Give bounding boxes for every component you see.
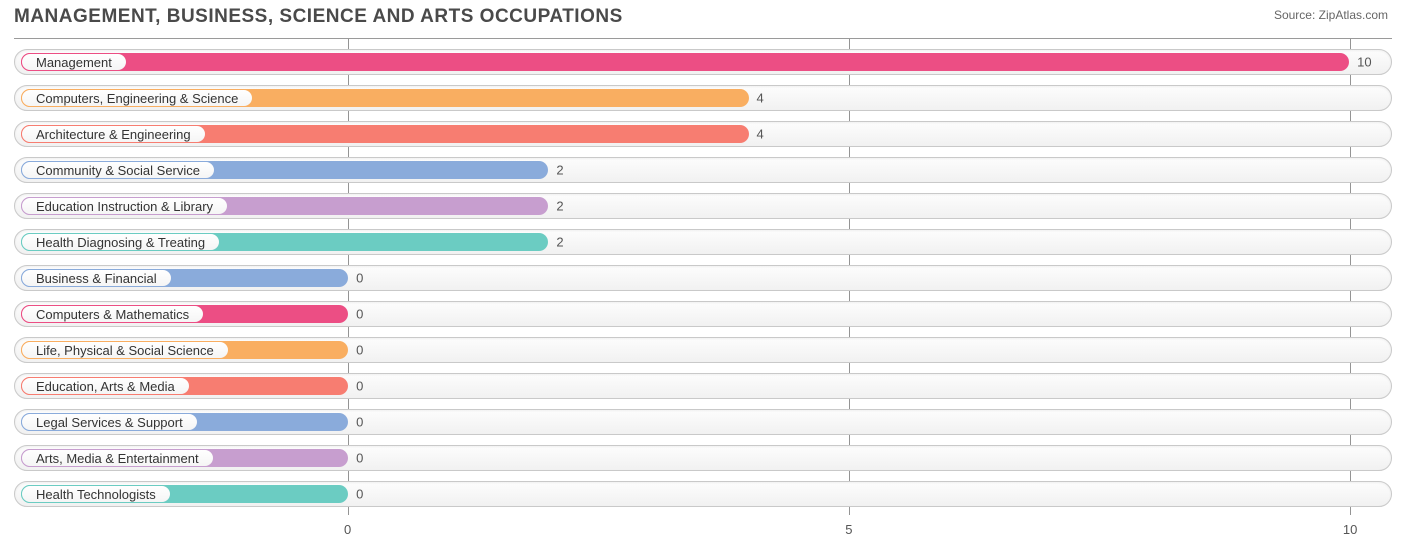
x-tick-label: 5 [845,522,852,537]
value-label: 0 [356,487,363,502]
bar-track: Legal Services & Support 0 [14,409,1392,435]
value-label: 0 [356,307,363,322]
bar-track: Computers, Engineering & Science 4 [14,85,1392,111]
x-tick-label: 0 [344,522,351,537]
bar-track: Management 10 [14,49,1392,75]
value-label: 0 [356,451,363,466]
category-label: Arts, Media & Entertainment [21,449,214,467]
value-label: 0 [356,271,363,286]
value-label: 0 [356,343,363,358]
value-label: 2 [556,199,563,214]
bar-track: Life, Physical & Social Science 0 [14,337,1392,363]
bar-track: Health Diagnosing & Treating 2 [14,229,1392,255]
category-label: Health Technologists [21,485,171,503]
plot-region: Management 10 Computers, Engineering & Sci… [14,39,1392,515]
category-label: Education Instruction & Library [21,197,228,215]
bar-fill [21,53,1349,71]
bar-track: Education Instruction & Library 2 [14,193,1392,219]
bar-track: Architecture & Engineering 4 [14,121,1392,147]
category-label: Legal Services & Support [21,413,198,431]
category-label: Management [21,53,127,71]
chart-header: MANAGEMENT, BUSINESS, SCIENCE AND ARTS O… [0,0,1406,32]
value-label: 2 [556,235,563,250]
value-label: 2 [556,163,563,178]
value-label: 4 [757,127,764,142]
value-label: 0 [356,379,363,394]
category-label: Community & Social Service [21,161,215,179]
bar-track: Community & Social Service 2 [14,157,1392,183]
bar-track: Health Technologists 0 [14,481,1392,507]
category-label: Computers & Mathematics [21,305,204,323]
value-label: 0 [356,415,363,430]
chart-area: Management 10 Computers, Engineering & Sci… [14,38,1392,543]
value-label: 10 [1357,55,1371,70]
bar-track: Computers & Mathematics 0 [14,301,1392,327]
category-label: Architecture & Engineering [21,125,206,143]
chart-title: MANAGEMENT, BUSINESS, SCIENCE AND ARTS O… [14,6,623,28]
category-label: Life, Physical & Social Science [21,341,229,359]
category-label: Health Diagnosing & Treating [21,233,220,251]
bar-track: Education, Arts & Media 0 [14,373,1392,399]
x-tick-label: 10 [1343,522,1357,537]
bar-track: Business & Financial 0 [14,265,1392,291]
category-label: Education, Arts & Media [21,377,190,395]
bar-track: Arts, Media & Entertainment 0 [14,445,1392,471]
category-label: Business & Financial [21,269,172,287]
category-label: Computers, Engineering & Science [21,89,253,107]
value-label: 4 [757,91,764,106]
source-attribution: Source: ZipAtlas.com [1274,8,1388,22]
